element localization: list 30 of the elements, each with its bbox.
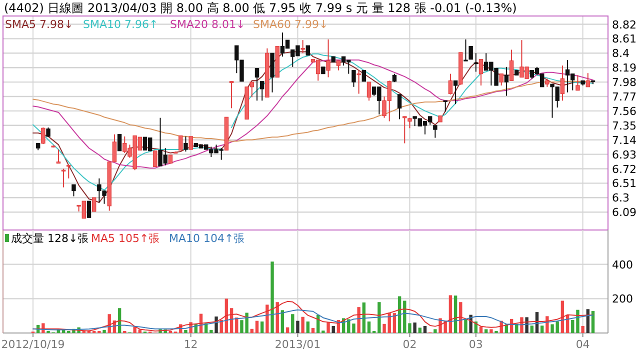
- y-tick-label: 400: [612, 258, 633, 272]
- text: MA5 105↑張: [91, 232, 160, 245]
- y-tick-label: 200: [612, 292, 633, 306]
- y-tick-label: 6.51: [612, 177, 636, 190]
- y-tick-label: 8.19: [612, 62, 636, 75]
- text: SMA60 7.99↓: [253, 18, 328, 31]
- y-tick-label: 7.77: [612, 90, 636, 104]
- y-tick-label: 8.61: [612, 32, 636, 46]
- y-tick-label: 8.4: [612, 47, 630, 60]
- legend-label: 成交量 128↓張: [11, 232, 89, 245]
- y-tick-label: 6.09: [612, 206, 636, 220]
- text: MA10 104↑張: [169, 232, 245, 245]
- x-tick-label: 2012/10/19: [1, 338, 65, 351]
- x-tick-label: 2013/01: [274, 338, 321, 351]
- y-tick-label: 8.82: [612, 18, 636, 32]
- y-tick-label: 6.3: [612, 192, 630, 205]
- y-tick-label: 6.72: [612, 162, 636, 176]
- chart-title: (4402) 日線圖 2013/04/03 開 8.00 高 8.00 低 7.95 收 7.99 s 元 量 128 張 -0.01 (-0.13%): [4, 1, 517, 15]
- y-tick-label: 7.35: [612, 119, 636, 132]
- y-tick-label: 7.14: [612, 134, 636, 147]
- x-tick-label: 03: [468, 338, 483, 351]
- x-tick-label: 02: [402, 338, 417, 351]
- text: SMA5 7.98↓: [5, 18, 74, 31]
- text: SMA20 8.01↓: [170, 18, 246, 31]
- text: SMA10 7.96↑: [83, 18, 158, 31]
- x-tick-label: 04: [576, 338, 590, 351]
- y-tick-label: 6.93: [612, 148, 636, 162]
- y-tick-label: 7.56: [612, 104, 636, 118]
- x-tick-label: 12: [184, 338, 198, 351]
- y-tick-label: 7.98: [612, 76, 636, 90]
